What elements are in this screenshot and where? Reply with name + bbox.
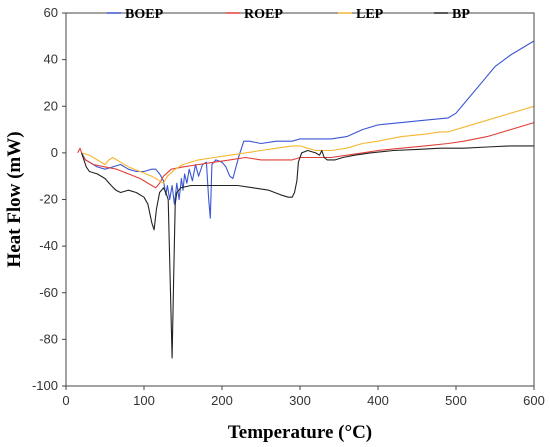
y-tick-label: -60 [39,285,58,300]
y-tick-label: -100 [32,378,58,393]
y-tick-label: 40 [44,52,58,67]
series-line-bp [81,145,534,359]
x-tick-label: 600 [523,393,545,408]
series-line-boep [81,40,535,219]
x-tick-label: 400 [367,393,389,408]
legend-label-bp: BP [452,7,470,22]
x-tick-label: 200 [211,393,233,408]
legend-label-lep: LEP [356,7,384,22]
legend-label-roep: ROEP [244,7,283,22]
legend: BOEP ROEP LEP BP [107,7,470,22]
y-tick-label: -40 [39,238,58,253]
y-tick-label: -20 [39,192,58,207]
series-line-roep [77,122,535,189]
x-tick-label: 0 [62,393,69,408]
y-tick-label: -80 [39,331,58,346]
plot-lines [77,40,535,359]
x-tick-label: 300 [289,393,311,408]
y-tick-label: 20 [44,98,58,113]
y-axis-title: Heat Flow (mW) [4,131,25,267]
y-tick-label: 60 [44,5,58,20]
series-line-lep [81,105,535,184]
x-axis-title: Temperature (°C) [228,422,372,443]
x-tick-label: 500 [445,393,467,408]
x-tick-label: 100 [133,393,155,408]
plot-frame [65,12,535,387]
legend-label-boep: BOEP [125,7,164,22]
y-tick-label: 0 [51,145,58,160]
axis-ticks: 0 100 200 300 400 500 6006040200-20-40-60-80-1… [32,5,545,408]
